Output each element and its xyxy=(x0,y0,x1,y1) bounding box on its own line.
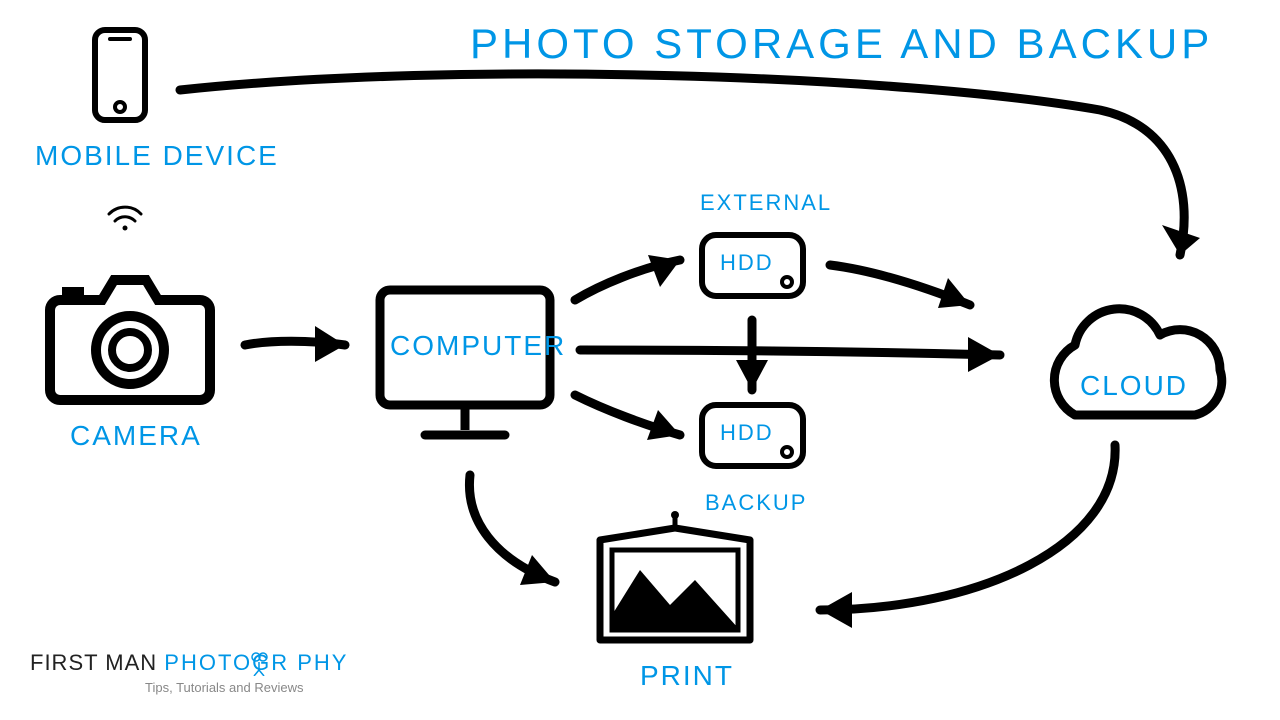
cloud-icon xyxy=(1020,300,1240,430)
external-label: EXTERNAL xyxy=(700,190,832,216)
diagram-title: PHOTO STORAGE AND BACKUP xyxy=(470,20,1213,68)
cloud-label: CLOUD xyxy=(1080,370,1188,402)
brand-part1: FIRST MAN xyxy=(30,650,164,675)
mobile-label: MOBILE DEVICE xyxy=(35,140,279,172)
brand-camera-man-icon xyxy=(248,650,270,676)
camera-label: CAMERA xyxy=(70,420,202,452)
hdd-bak-label: HDD xyxy=(720,420,774,446)
brand-tagline: Tips, Tutorials and Reviews xyxy=(145,680,303,695)
print-label: PRINT xyxy=(640,660,734,692)
hdd-ext-label: HDD xyxy=(720,250,774,276)
camera-icon xyxy=(40,265,220,405)
smartphone-icon xyxy=(90,25,150,125)
computer-icon xyxy=(370,280,560,450)
print-frame-icon xyxy=(585,510,765,650)
wifi-icon xyxy=(105,200,145,234)
computer-label: COMPUTER xyxy=(390,330,566,362)
brand-line: FIRST MAN PHOTOGR PHY xyxy=(30,650,348,676)
